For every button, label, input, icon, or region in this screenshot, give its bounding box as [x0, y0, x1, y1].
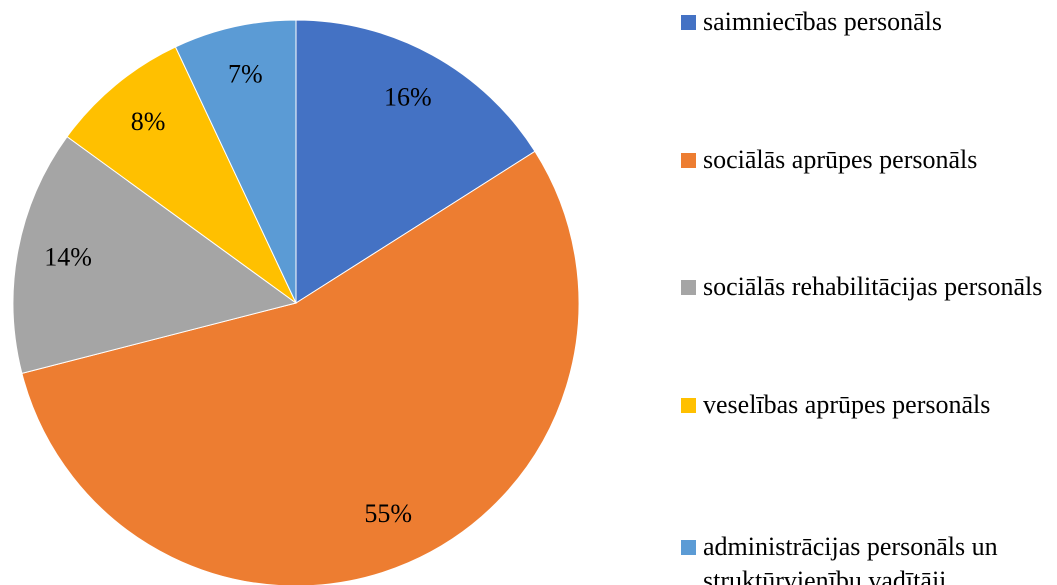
legend-item: sociālās rehabilitācijas personāls	[681, 270, 1057, 304]
pie-slice	[66, 46, 297, 304]
legend-swatch	[681, 540, 696, 555]
data-label: 8%	[131, 107, 166, 136]
legend-swatch	[681, 15, 696, 30]
legend-item: sociālās aprūpes personāls	[681, 143, 1057, 177]
data-label: 7%	[228, 59, 263, 88]
legend-label: sociālās aprūpes personāls	[703, 145, 978, 174]
pie-area: 16% 55% 14% 8% 7%	[12, 19, 580, 585]
legend-label: sociālās rehabilitācijas personāls	[703, 272, 1043, 301]
legend-swatch	[681, 280, 696, 295]
pie-slice	[12, 135, 298, 374]
legend-swatch	[681, 398, 696, 413]
legend-label: saimniecības personāls	[703, 7, 942, 36]
pie-slice	[295, 19, 536, 304]
data-label: 16%	[384, 83, 432, 112]
data-label: 55%	[364, 499, 412, 528]
legend-label: administrācijas personāls un struktūrvie…	[703, 532, 998, 585]
legend-swatch	[681, 153, 696, 168]
legend-item: administrācijas personāls un struktūrvie…	[681, 530, 1057, 585]
pie-slice	[174, 19, 297, 304]
data-label: 14%	[44, 242, 92, 271]
pie-slice	[21, 150, 580, 585]
legend-item: saimniecības personāls	[681, 5, 1057, 39]
legend-label: veselības aprūpes personāls	[703, 390, 991, 419]
legend-item: veselības aprūpes personāls	[681, 388, 1057, 422]
